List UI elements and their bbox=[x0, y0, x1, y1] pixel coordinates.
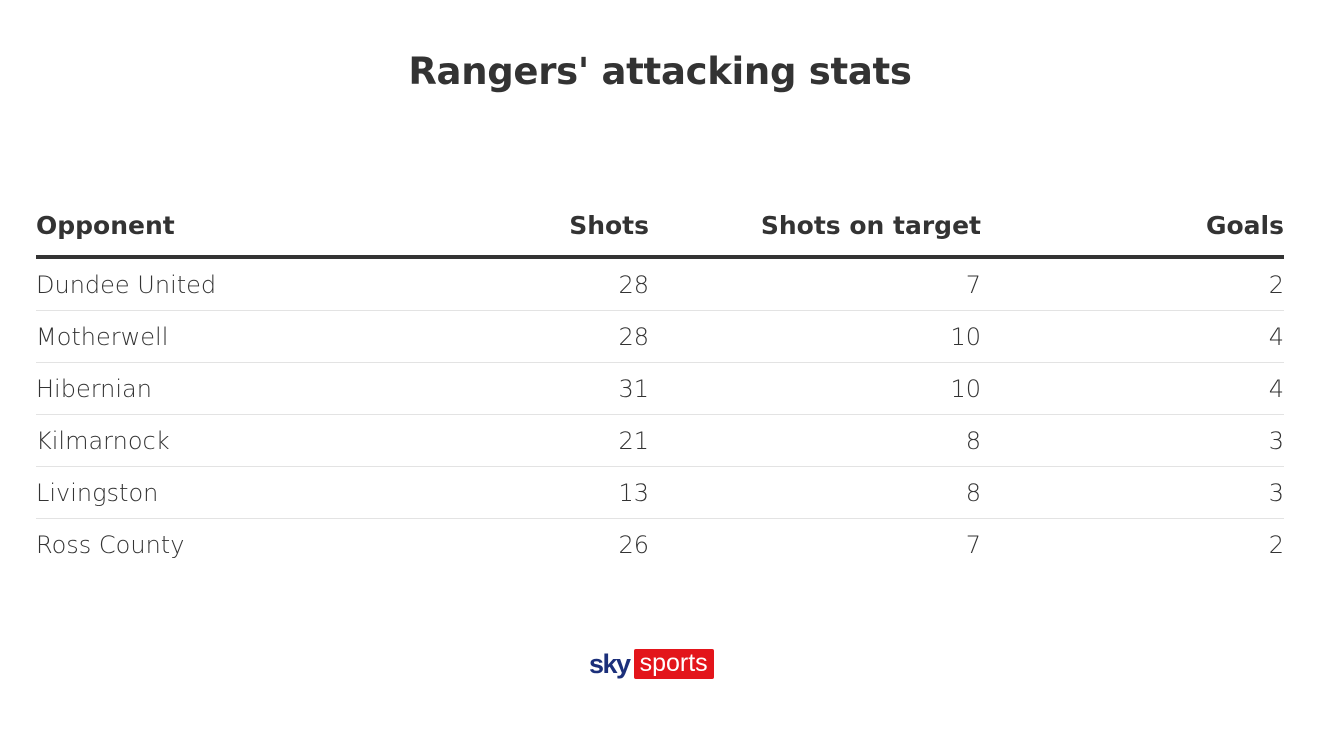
cell-goals: 2 bbox=[981, 257, 1284, 311]
cell-shots-on-target: 7 bbox=[649, 257, 981, 311]
cell-opponent: Ross County bbox=[36, 530, 185, 559]
cell-shots: 21 bbox=[416, 414, 649, 467]
cell-goals: 3 bbox=[981, 466, 1284, 519]
cell-goals: 4 bbox=[981, 362, 1284, 415]
cell-shots: 26 bbox=[618, 530, 649, 559]
table-row: Ross County 26 7 2 bbox=[36, 519, 1284, 571]
sky-sports-logo: sky sports bbox=[589, 649, 714, 679]
cell-goals: 2 bbox=[1268, 530, 1284, 559]
cell-opponent: Livingston bbox=[36, 466, 416, 519]
cell-shots: 28 bbox=[416, 310, 649, 363]
cell-shots: 31 bbox=[416, 362, 649, 415]
header-goals: Goals bbox=[981, 195, 1284, 259]
logo-sports: sports bbox=[633, 649, 714, 679]
cell-opponent: Kilmarnock bbox=[36, 414, 416, 467]
cell-shots-on-target: 7 bbox=[965, 530, 981, 559]
cell-shots-on-target: 10 bbox=[649, 362, 981, 415]
cell-shots-on-target: 10 bbox=[649, 310, 981, 363]
header-row: Opponent Shots Shots on target Goals bbox=[36, 195, 1284, 259]
table-row: Livingston 13 8 3 bbox=[36, 466, 1284, 519]
cell-shots: 28 bbox=[416, 257, 649, 311]
header-shots-on-target: Shots on target bbox=[649, 195, 981, 259]
header-shots: Shots bbox=[416, 195, 649, 259]
chart-title: Rangers' attacking stats bbox=[408, 50, 912, 93]
table-row: Hibernian 31 10 4 bbox=[36, 362, 1284, 415]
table-row: Kilmarnock 21 8 3 bbox=[36, 414, 1284, 467]
cell-shots-on-target: 8 bbox=[649, 414, 981, 467]
table-row: Motherwell 28 10 4 bbox=[36, 310, 1284, 363]
cell-opponent: Hibernian bbox=[36, 362, 416, 415]
header-opponent: Opponent bbox=[36, 195, 416, 259]
cell-goals: 4 bbox=[981, 310, 1284, 363]
table-body: Dundee United 28 7 2 Motherwell 28 10 4 Hibernia… bbox=[36, 257, 1284, 570]
cell-shots: 13 bbox=[416, 466, 649, 519]
stats-table: Opponent Shots Shots on target Goals Dun… bbox=[36, 195, 1284, 570]
cell-opponent: Motherwell bbox=[36, 310, 416, 363]
logo-sky: sky bbox=[589, 649, 631, 679]
table-row: Dundee United 28 7 2 bbox=[36, 257, 1284, 311]
cell-goals: 3 bbox=[981, 414, 1284, 467]
cell-opponent: Dundee United bbox=[36, 257, 416, 311]
cell-shots-on-target: 8 bbox=[649, 466, 981, 519]
